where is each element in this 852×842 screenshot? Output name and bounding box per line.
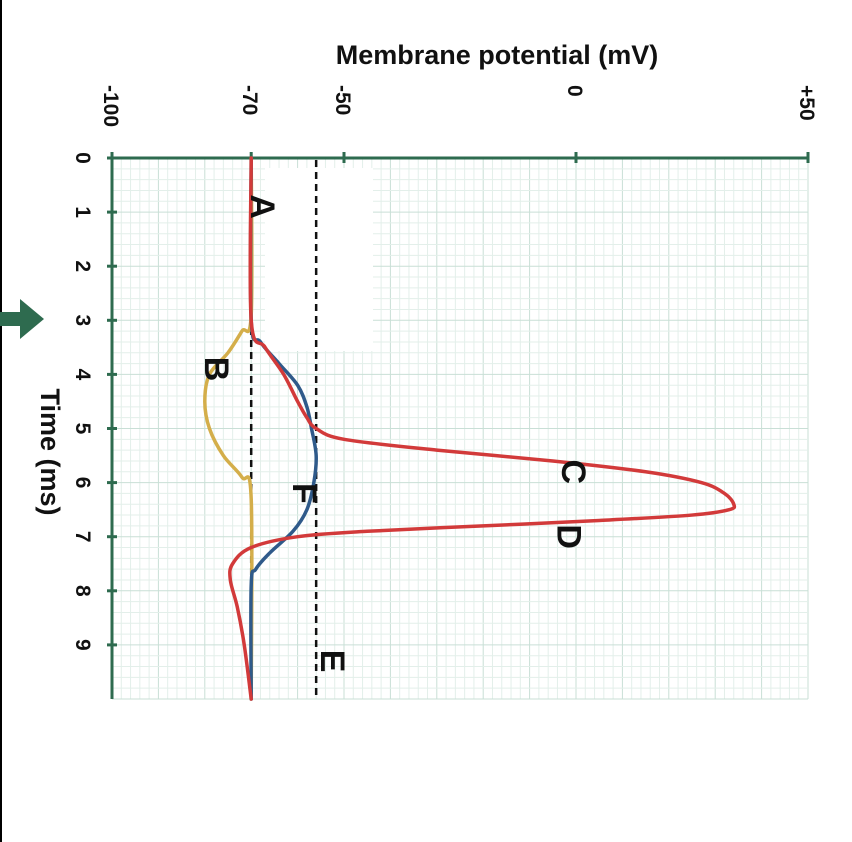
time-tick-label: 7 — [71, 531, 94, 543]
tick-labels: -100 -70 -50 0 +50 0 1 2 3 4 5 6 7 8 9 — [71, 85, 818, 651]
potential-tick-label: +50 — [795, 85, 818, 121]
series-line-0 — [203, 156, 254, 701]
potential-tick-label: -50 — [331, 85, 354, 115]
point-label-d: D — [549, 524, 587, 549]
time-tick-label: 4 — [71, 369, 94, 381]
series-line-2 — [228, 156, 737, 701]
point-label-c: C — [554, 459, 592, 484]
time-tick-label: 2 — [71, 260, 94, 272]
y-axis-title: Membrane potential (mV) — [336, 40, 659, 70]
time-tick-label: 6 — [71, 477, 94, 489]
series-lines — [203, 156, 737, 701]
axes — [107, 152, 810, 699]
point-labels: A B C D E F — [197, 194, 592, 672]
x-axis-title: Time (ms) — [35, 388, 65, 515]
time-tick-label: 0 — [71, 152, 94, 164]
time-tick-label: 8 — [71, 585, 94, 597]
time-tick-label: 3 — [71, 314, 94, 326]
left-border — [0, 0, 2, 842]
potential-tick-label: -100 — [99, 85, 122, 127]
point-label-a: A — [243, 194, 281, 219]
time-tick-label: 1 — [71, 206, 94, 218]
potential-tick-label: -70 — [238, 85, 261, 115]
point-label-f: F — [285, 483, 323, 504]
potential-tick-label: 0 — [563, 85, 586, 97]
plot-grid — [111, 157, 809, 700]
blank-patch — [265, 168, 373, 351]
stimulus-arrow-icon — [0, 299, 44, 339]
time-tick-label: 9 — [71, 639, 94, 651]
point-label-b: B — [197, 357, 235, 382]
time-tick-label: 5 — [71, 423, 94, 435]
point-label-e: E — [313, 650, 351, 673]
